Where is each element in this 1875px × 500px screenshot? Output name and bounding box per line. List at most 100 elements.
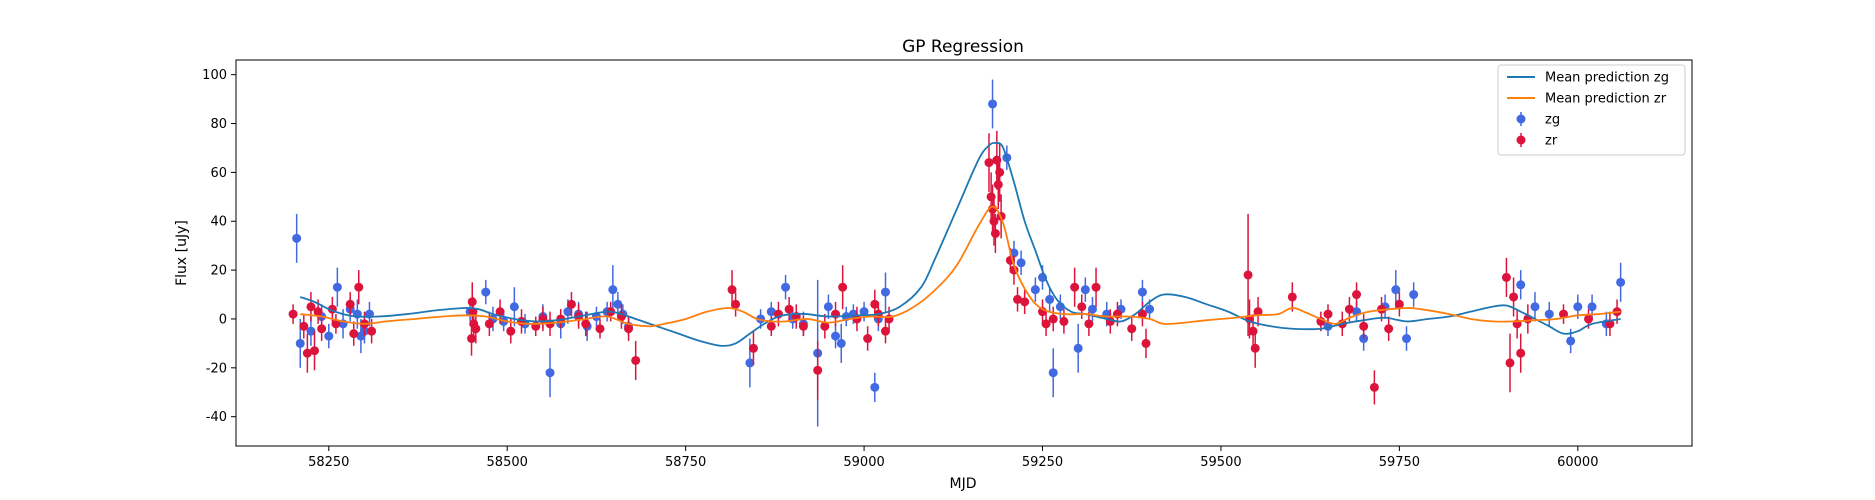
point-zr-21 [506,326,516,336]
point-zr-29 [581,319,591,329]
point-zr-44 [820,321,830,331]
y-tick-label-60: 60 [210,166,227,181]
point-zg-72 [1566,336,1576,346]
point-zr-72 [1084,319,1094,329]
point-zr-0 [288,309,298,319]
point-zr-43 [813,365,823,375]
point-zr-83 [1253,307,1263,317]
point-zg-69 [1516,280,1526,290]
point-zr-93 [1384,324,1394,334]
x-tick-label-59750: 59750 [1379,455,1420,470]
x-tick-label-58750: 58750 [665,455,706,470]
y-tick-label-20: 20 [210,264,227,279]
y-tick-label--40: -40 [206,410,227,425]
point-zg-19 [545,368,555,378]
point-zr-59 [993,180,1003,190]
point-zg-21 [563,307,573,317]
point-zr-27 [566,299,576,309]
point-zr-5 [313,307,323,317]
point-zr-46 [838,282,848,292]
point-zr-51 [880,326,890,336]
point-zg-49 [1016,258,1026,268]
point-zr-82 [1250,343,1260,353]
legend-label-3: zr [1545,134,1558,149]
point-zg-42 [859,307,869,317]
point-zr-47 [852,314,862,324]
point-zr-56 [989,216,999,226]
point-zr-2 [302,348,312,358]
point-zr-37 [748,343,758,353]
point-zg-70 [1530,302,1540,312]
point-zg-13 [481,287,491,297]
point-zr-78 [1141,338,1151,348]
point-zr-94 [1394,299,1404,309]
point-zr-97 [1509,292,1519,302]
point-zr-81 [1248,326,1258,336]
point-zg-60 [1137,287,1147,297]
point-zg-76 [1616,277,1626,287]
point-zr-3 [306,302,316,312]
point-zg-4 [324,331,334,341]
point-zr-90 [1359,321,1369,331]
point-zg-74 [1587,302,1597,312]
point-zr-89 [1352,290,1362,300]
point-zg-16 [509,302,519,312]
point-zg-46 [988,99,998,109]
point-zr-36 [731,299,741,309]
point-zg-55 [1073,343,1083,353]
point-zr-102 [1584,314,1594,324]
point-zr-48 [863,334,873,344]
point-zr-20 [495,307,505,317]
point-zr-69 [1059,316,1069,326]
point-zg-68 [1409,290,1419,300]
point-zr-79 [1243,270,1253,280]
point-zr-13 [367,326,377,336]
point-zg-57 [1087,304,1097,314]
point-zg-37 [823,302,833,312]
x-tick-label-59250: 59250 [1022,455,1063,470]
point-zg-39 [836,338,846,348]
point-zg-0 [292,233,302,243]
legend-swatch-3 [1516,135,1526,145]
x-tick-label-59000: 59000 [843,455,884,470]
point-zr-9 [345,299,355,309]
chart-title: GP Regression [902,37,1024,57]
point-zr-99 [1516,348,1526,358]
point-zr-34 [631,355,641,365]
legend-label-1: Mean prediction zr [1545,92,1667,107]
point-zg-43 [870,382,880,392]
point-zr-88 [1344,304,1354,314]
point-zr-10 [349,329,359,339]
y-axis: -40 -20 0 20 40 60 80 100 [202,68,236,425]
point-zr-76 [1127,324,1137,334]
point-zr-35 [727,285,737,295]
point-zr-67 [1041,319,1051,329]
point-zr-4 [310,346,320,356]
plot-area [288,79,1626,427]
point-zr-49 [870,299,880,309]
point-zr-18 [471,324,481,334]
point-zr-65 [1020,297,1030,307]
series-zg [292,79,1626,427]
y-tick-label-100: 100 [202,68,227,83]
point-zr-53 [984,158,994,168]
point-zg-27 [613,299,623,309]
point-zr-68 [1048,314,1058,324]
x-tick-label-60000: 60000 [1557,455,1598,470]
point-zr-64 [1013,294,1023,304]
point-zg-61 [1145,304,1155,314]
point-zr-57 [990,228,1000,238]
point-zg-56 [1080,285,1090,295]
y-tick-label-80: 80 [210,117,227,132]
point-zg-71 [1544,309,1554,319]
point-zr-19 [484,319,494,329]
point-zr-42 [798,321,808,331]
point-zg-2 [306,326,316,336]
point-zg-1 [295,338,305,348]
legend-label-2: zg [1545,113,1560,128]
x-axis-label: MJD [950,476,977,492]
x-tick-label-59500: 59500 [1200,455,1241,470]
legend-label-0: Mean prediction zg [1545,71,1669,86]
point-zr-6 [317,324,327,334]
